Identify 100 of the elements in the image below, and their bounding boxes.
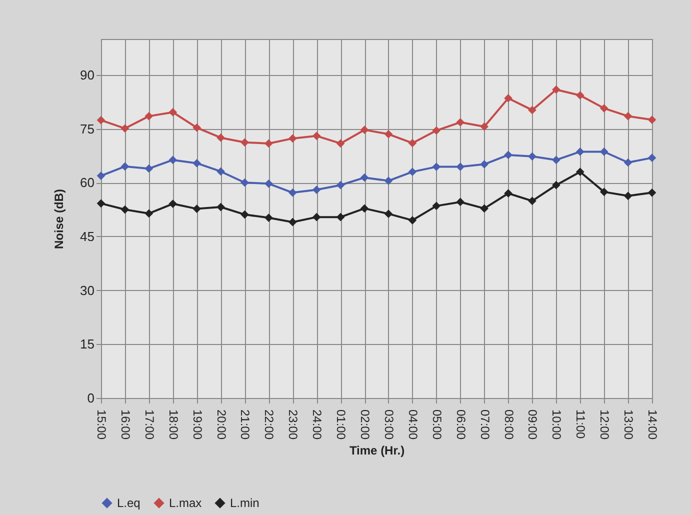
x-tick-label: 22:00 — [262, 410, 276, 440]
point — [624, 158, 632, 167]
y-tick-label: 90 — [80, 67, 94, 82]
x-tick-label: 06:00 — [454, 410, 468, 440]
point — [336, 180, 345, 190]
point — [144, 112, 154, 120]
x-tick-label: 19:00 — [190, 410, 204, 440]
point — [624, 192, 632, 200]
point — [360, 204, 369, 213]
x-tick-label: 05:00 — [430, 410, 444, 440]
x-tick-label: 20:00 — [214, 410, 228, 440]
x-tick-label: 11:00 — [574, 410, 588, 439]
point — [96, 199, 106, 208]
point — [456, 162, 465, 171]
point — [576, 91, 584, 100]
point — [480, 122, 488, 131]
x-tick-label: 15:00 — [94, 410, 108, 440]
point — [336, 212, 345, 222]
point — [552, 180, 560, 190]
point — [528, 152, 536, 161]
y-axis-title: Noise (dB) — [52, 188, 66, 249]
point — [264, 179, 273, 188]
point — [120, 162, 130, 171]
legend-label: L.eq — [117, 496, 140, 510]
x-tick-label: 23:00 — [286, 410, 300, 440]
point — [312, 212, 321, 222]
point — [528, 106, 536, 114]
point — [288, 218, 297, 226]
point — [360, 173, 369, 182]
point — [216, 202, 225, 212]
x-tick-label: 16:00 — [118, 410, 132, 440]
point — [552, 85, 560, 94]
point — [432, 126, 441, 135]
point — [384, 130, 393, 138]
x-axis-title: Time (Hr.) — [349, 444, 405, 458]
y-tick-label: 30 — [80, 282, 94, 298]
point — [288, 188, 297, 197]
point — [336, 139, 345, 148]
legend-label: L.max — [169, 496, 202, 510]
point — [216, 167, 225, 176]
x-tick-label: 09:00 — [526, 410, 540, 440]
point — [96, 116, 106, 124]
point — [504, 189, 512, 198]
point — [600, 104, 608, 112]
point — [144, 209, 154, 218]
point — [648, 154, 656, 162]
point — [120, 205, 130, 214]
point — [480, 204, 488, 213]
point — [552, 156, 560, 164]
point — [192, 204, 202, 213]
x-tick-label: 02:00 — [358, 410, 372, 440]
x-tick-label: 12:00 — [598, 410, 612, 440]
point — [576, 168, 584, 176]
point — [408, 168, 417, 176]
point — [312, 132, 321, 140]
x-tick-label: 03:00 — [382, 410, 396, 440]
point — [264, 139, 273, 148]
point — [216, 134, 225, 142]
point — [600, 148, 608, 156]
point — [96, 172, 106, 180]
x-tick-label: 21:00 — [238, 410, 252, 440]
x-tick-label: 07:00 — [478, 410, 492, 440]
point — [240, 178, 249, 187]
point — [432, 202, 441, 210]
y-tick-label: 75 — [80, 121, 94, 136]
point — [480, 160, 488, 168]
point — [312, 186, 321, 194]
y-tick-label: 45 — [80, 228, 94, 244]
x-tick-label: 04:00 — [406, 410, 420, 440]
y-tick-label: 60 — [80, 175, 94, 190]
x-tick-label: 17:00 — [142, 410, 156, 440]
x-tick-label: 10:00 — [550, 410, 564, 440]
x-tick-label: 24:00 — [310, 410, 324, 440]
point — [504, 94, 512, 102]
legend-label: L.min — [230, 496, 260, 510]
y-tick-label: 15 — [80, 336, 94, 352]
point — [264, 214, 273, 222]
point — [648, 116, 656, 124]
point — [288, 134, 297, 143]
x-tick-label: 08:00 — [502, 410, 516, 440]
point — [192, 123, 202, 132]
point — [408, 216, 417, 224]
x-tick-label: 18:00 — [166, 410, 180, 440]
point — [240, 210, 249, 219]
point — [408, 138, 417, 148]
point — [240, 138, 249, 147]
point — [528, 196, 536, 206]
point — [456, 118, 465, 126]
point — [120, 124, 130, 133]
point — [384, 210, 393, 218]
point — [432, 162, 441, 171]
point — [168, 108, 178, 116]
point — [504, 150, 512, 160]
point — [144, 164, 154, 173]
point — [456, 198, 465, 206]
point — [168, 156, 178, 164]
point — [624, 112, 632, 120]
y-tick-label: 0 — [87, 390, 94, 406]
point — [600, 188, 608, 196]
x-tick-label: 13:00 — [622, 410, 636, 440]
